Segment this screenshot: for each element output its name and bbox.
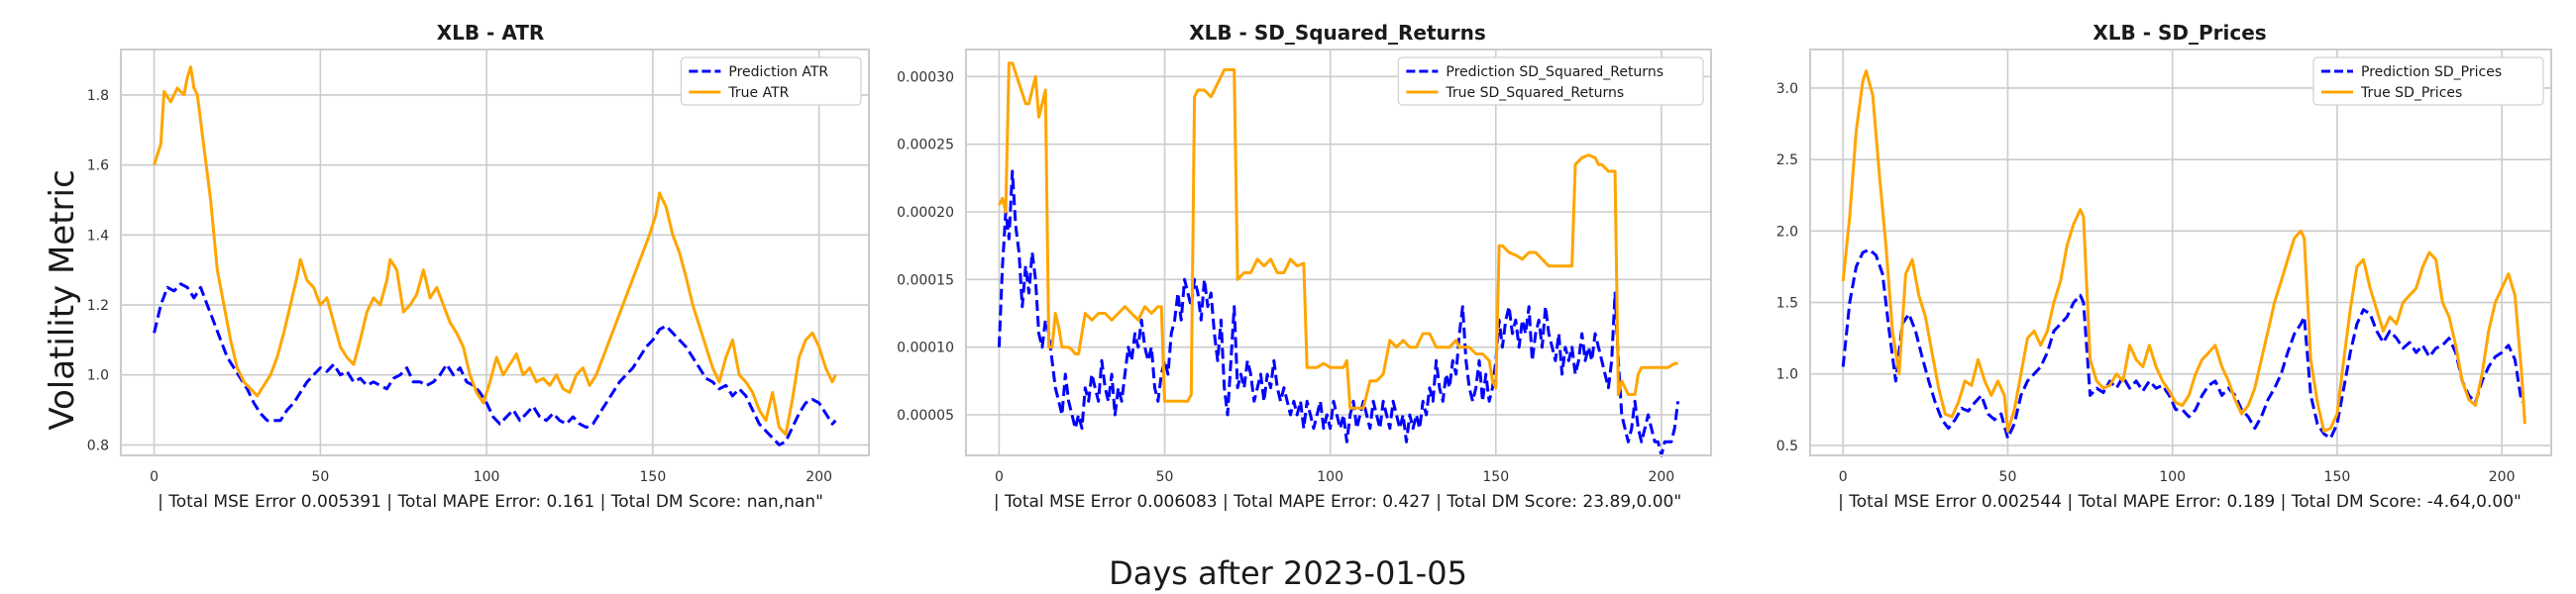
- sdp-series-true-line: [1841, 69, 2526, 433]
- atr-y-tick-label: 1.6: [87, 158, 109, 174]
- sdsq-y-tick-label: 0.00010: [897, 341, 954, 356]
- sdsq-legend-label: Prediction SD_Squared_Returns: [1446, 64, 1664, 80]
- sdsq-x-tick-label: 50: [1156, 469, 1174, 485]
- atr-y-tick-label: 0.8: [87, 438, 109, 453]
- sdsq-series-prediction-line: [997, 169, 1680, 457]
- sdsq-y-tick-label: 0.00025: [897, 138, 954, 153]
- sdp-legend: Prediction SD_Prices True SD_Prices: [2312, 56, 2544, 106]
- chart-atr-title: XLB - ATR: [437, 21, 545, 45]
- atr-x-tick-label: 100: [474, 469, 500, 485]
- atr-series-true-line: [153, 65, 837, 437]
- sdp-plot-area: [1810, 50, 2551, 455]
- sdp-y-tick-label: 0.5: [1776, 439, 1798, 454]
- sdp-y-tick-label: 1.0: [1776, 367, 1798, 383]
- sdsq-x-tick-label: 150: [1482, 469, 1509, 485]
- atr-legend-label: True ATR: [727, 85, 789, 101]
- atr-legend: Prediction ATR True ATR: [680, 56, 862, 106]
- sdsq-y-tick-label: 0.00015: [897, 272, 954, 288]
- atr-x-tick-label: 200: [805, 469, 832, 485]
- figure-ylabel: Volatility Metric: [43, 169, 82, 430]
- atr-frame: [120, 49, 870, 456]
- atr-y-tick-label: 1.8: [87, 88, 109, 104]
- sdsq-legend-box: [1397, 56, 1704, 106]
- chart-sdp-plot: 0 50 100 150 200 0.5 1.0 1.5 2.0 2.5 3.0 Prediction…: [1776, 49, 2552, 485]
- sdsq-plot-area: [966, 50, 1711, 455]
- sdp-y-tick-label: 3.0: [1776, 81, 1798, 97]
- chart-atr-xlabel: | Total MSE Error 0.005391 | Total MAPE …: [158, 492, 823, 512]
- sdp-series-prediction-line: [1841, 248, 2523, 441]
- sdp-y-tick-label: 2.5: [1776, 152, 1798, 168]
- atr-y-tick-label: 1.4: [87, 228, 109, 244]
- chart-atr-plot: 0 50 100 150 200 0.8 1.0 1.2 1.4 1.6 1.8 Prediction…: [87, 49, 870, 485]
- atr-x-tick-label: 50: [311, 469, 329, 485]
- sdp-x-tick-label: 50: [1999, 469, 2017, 485]
- sdp-x-tick-label: 200: [2489, 469, 2516, 485]
- sdsq-x-tick-label: 200: [1648, 469, 1674, 485]
- sdsq-legend-label: True SD_Squared_Returns: [1445, 85, 1624, 101]
- sdsq-y-tick-label: 0.00030: [897, 69, 954, 85]
- sdsq-x-tick-label: 100: [1317, 469, 1343, 485]
- sdp-x-tick-label: 150: [2324, 469, 2351, 485]
- sdp-x-tick-label: 100: [2159, 469, 2186, 485]
- atr-legend-label: Prediction ATR: [728, 64, 828, 80]
- chart-sdp-xlabel: | Total MSE Error 0.002544 | Total MAPE …: [1838, 492, 2522, 512]
- sdsq-legend: Prediction SD_Squared_Returns True SD_Squ…: [1397, 56, 1704, 106]
- atr-plot-area: [121, 50, 869, 455]
- atr-legend-box: [680, 56, 862, 106]
- atr-x-tick-label: 150: [640, 469, 667, 485]
- sdp-legend-label: True SD_Prices: [2360, 85, 2462, 101]
- atr-x-tick-label: 0: [150, 469, 159, 485]
- sdsq-y-tick-label: 0.00005: [897, 408, 954, 424]
- sdp-frame: [1809, 49, 2552, 456]
- chart-sdsq-title: XLB - SD_Squared_Returns: [1189, 21, 1486, 45]
- chart-sdsq-plot: 0 50 100 150 200 0.00005 0.00010 0.00015 0.00020…: [897, 49, 1712, 485]
- sdsq-y-tick-label: 0.00020: [897, 205, 954, 221]
- chart-sdp-title: XLB - SD_Prices: [2093, 21, 2266, 45]
- sdsq-series-true-line: [998, 61, 1678, 410]
- atr-y-tick-label: 1.0: [87, 368, 109, 384]
- sdp-x-tick-label: 0: [1839, 469, 1848, 485]
- sdp-legend-label: Prediction SD_Prices: [2361, 64, 2502, 80]
- atr-series-prediction-line: [153, 282, 837, 446]
- chart-atr: XLB - ATR | Total MSE Error 0.005391 | T…: [87, 21, 870, 512]
- figure-xlabel: Days after 2023-01-05: [1109, 554, 1467, 592]
- chart-sdsq-xlabel: | Total MSE Error 0.006083 | Total MAPE …: [994, 492, 1681, 512]
- sdsq-frame: [965, 49, 1712, 456]
- sdp-y-tick-label: 1.5: [1776, 296, 1798, 312]
- chart-sd-squared-returns: XLB - SD_Squared_Returns | Total MSE Err…: [897, 21, 1712, 512]
- sdp-y-tick-label: 2.0: [1776, 224, 1798, 240]
- atr-y-tick-label: 1.2: [87, 298, 109, 314]
- sdsq-x-tick-label: 0: [995, 469, 1004, 485]
- sdp-legend-box: [2312, 56, 2544, 106]
- chart-sd-prices: XLB - SD_Prices | Total MSE Error 0.0025…: [1776, 21, 2552, 512]
